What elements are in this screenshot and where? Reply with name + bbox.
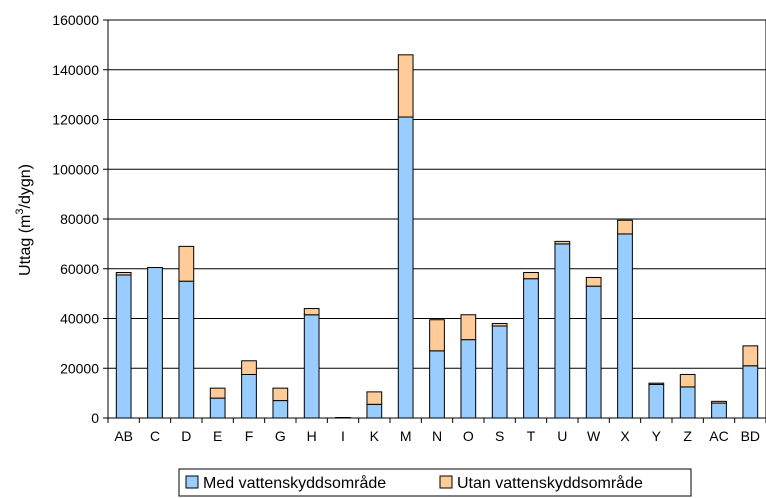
bar-utan-ac [711, 400, 727, 404]
bar-med-h [303, 314, 320, 419]
bar-utan-f [241, 360, 257, 375]
y-tick-label: 100000 [52, 161, 99, 177]
bar-med-u [554, 243, 571, 419]
legend-label-utan: Utan vattenskyddsområde [457, 474, 643, 492]
bar-utan-e [209, 387, 226, 399]
bar-utan-u [554, 240, 571, 245]
x-tick-label: I [341, 428, 345, 444]
x-tick-label: W [587, 428, 601, 444]
y-tick-label: 40000 [60, 311, 99, 327]
bar-med-bd [742, 365, 759, 419]
x-tick-label: O [463, 428, 474, 444]
x-tick-label: AB [114, 428, 133, 444]
y-axis-label: Uttag (m3/dygn) [14, 164, 34, 276]
bar-utan-ab [115, 271, 132, 276]
x-tick-label: G [275, 428, 286, 444]
x-tick-label: K [370, 428, 380, 444]
x-tick-label: Y [652, 428, 662, 444]
bar-utan-bd [742, 345, 759, 367]
bar-med-n [429, 350, 445, 419]
legend-swatch-utan [439, 475, 453, 489]
legend-box [178, 468, 692, 497]
bar-med-t [523, 278, 539, 419]
bar-med-c [147, 267, 163, 419]
bar-med-f [241, 373, 257, 419]
bar-med-d [178, 280, 195, 419]
x-tick-label: H [307, 428, 317, 444]
bar-utan-w [585, 276, 602, 287]
x-tick-label: M [400, 428, 412, 444]
x-tick-label: S [495, 428, 504, 444]
bar-med-i [335, 417, 351, 419]
x-tick-label: Z [683, 428, 692, 444]
bar-utan-s [491, 322, 508, 327]
bar-med-k [366, 403, 383, 419]
y-tick-label: 80000 [60, 211, 99, 227]
y-tick-label: 120000 [52, 112, 99, 128]
bar-med-x [617, 233, 633, 419]
bar-utan-g [272, 387, 289, 402]
bar-med-z [679, 386, 696, 419]
x-tick-label: AC [709, 428, 728, 444]
y-tick-label: 60000 [60, 261, 99, 277]
x-tick-label: F [245, 428, 254, 444]
x-tick-label: N [432, 428, 442, 444]
bar-utan-z [679, 373, 696, 388]
bar-utan-x [617, 219, 633, 235]
x-tick-label: U [557, 428, 567, 444]
bar-med-s [491, 325, 508, 419]
y-tick-label: 160000 [52, 12, 99, 28]
y-axis: 0 20000 40000 60000 80000 100000 120000 140000 1… [52, 12, 108, 426]
bar-med-m [397, 116, 414, 419]
y-tick-label: 140000 [52, 62, 99, 78]
bar-med-w [585, 285, 602, 419]
bar-utan-m [397, 54, 414, 118]
bar-med-g [272, 400, 289, 419]
bar-utan-k [366, 391, 383, 405]
bars [115, 54, 759, 419]
bar-utan-n [429, 319, 445, 352]
y-tick-label: 0 [91, 410, 99, 426]
bar-utan-o [460, 314, 477, 341]
legend: Med vattenskyddsområde Utan vattenskydds… [178, 468, 692, 497]
bar-utan-t [523, 271, 539, 280]
x-tick-label: X [620, 428, 630, 444]
bar-med-o [460, 339, 477, 419]
bar-med-e [209, 397, 226, 419]
bar-utan-y [648, 382, 665, 385]
bar-utan-h [303, 308, 320, 316]
x-tick-label: C [150, 428, 160, 444]
bar-med-y [648, 383, 665, 419]
x-axis: AB C D E F G H I K M N O S T U W X Y Z AC BD [107, 418, 766, 444]
legend-swatch-med [185, 475, 199, 489]
x-tick-label: BD [741, 428, 760, 444]
y-tick-label: 20000 [60, 360, 99, 376]
x-tick-label: E [213, 428, 222, 444]
bar-med-ab [115, 274, 132, 419]
bar-utan-d [178, 245, 195, 282]
bar-med-ac [711, 402, 727, 419]
x-tick-label: T [527, 428, 536, 444]
x-tick-label: D [181, 428, 191, 444]
legend-label-med: Med vattenskyddsområde [203, 474, 386, 492]
